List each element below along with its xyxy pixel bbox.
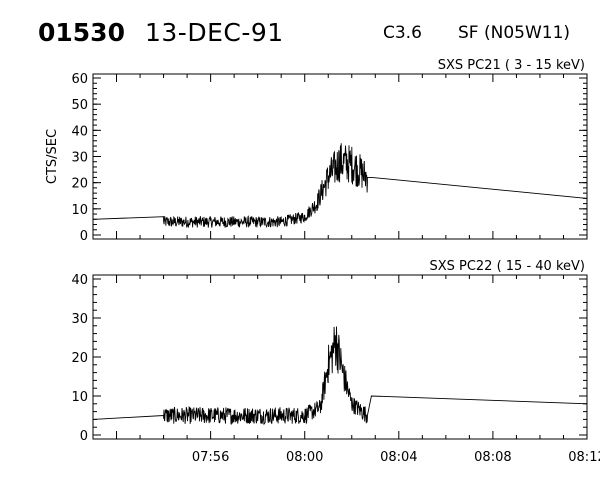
- lower-ytick-label: 40: [71, 273, 88, 288]
- upper-y-axis-label: CTS/SEC: [45, 129, 60, 184]
- event-id: 01530: [38, 18, 125, 47]
- goes-class: C3.6: [383, 23, 422, 43]
- lower-series-line: [92, 326, 588, 425]
- lower-ytick-label: 30: [71, 312, 88, 327]
- lower-panel-title: SXS PC22 ( 15 - 40 keV): [429, 259, 585, 274]
- upper-series-line: [92, 143, 588, 229]
- upper-ytick-label: 0: [80, 229, 88, 244]
- observation-date: 13-DEC-91: [145, 18, 284, 47]
- upper-ytick-label: 40: [71, 124, 88, 139]
- upper-ytick-label: 50: [71, 98, 88, 113]
- lower-xtick-label: 08:08: [474, 450, 511, 465]
- upper-ytick-label: 60: [71, 72, 88, 87]
- lower-ytick-label: 20: [71, 351, 88, 366]
- lower-xtick-label: 08:04: [380, 450, 417, 465]
- upper-ytick-label: 10: [71, 203, 88, 218]
- lower-xtick-label: 07:56: [192, 450, 229, 465]
- lower-ytick-label: 0: [80, 429, 88, 444]
- flare-location: SF (N05W11): [458, 23, 571, 43]
- upper-ytick-label: 20: [71, 177, 88, 192]
- lower-xtick-label: 08:12: [568, 450, 600, 465]
- upper-ytick-label: 30: [71, 151, 88, 166]
- upper-panel-title: SXS PC21 ( 3 - 15 keV): [438, 58, 585, 73]
- lower-xtick-label: 08:00: [286, 450, 323, 465]
- lower-ytick-label: 10: [71, 390, 88, 405]
